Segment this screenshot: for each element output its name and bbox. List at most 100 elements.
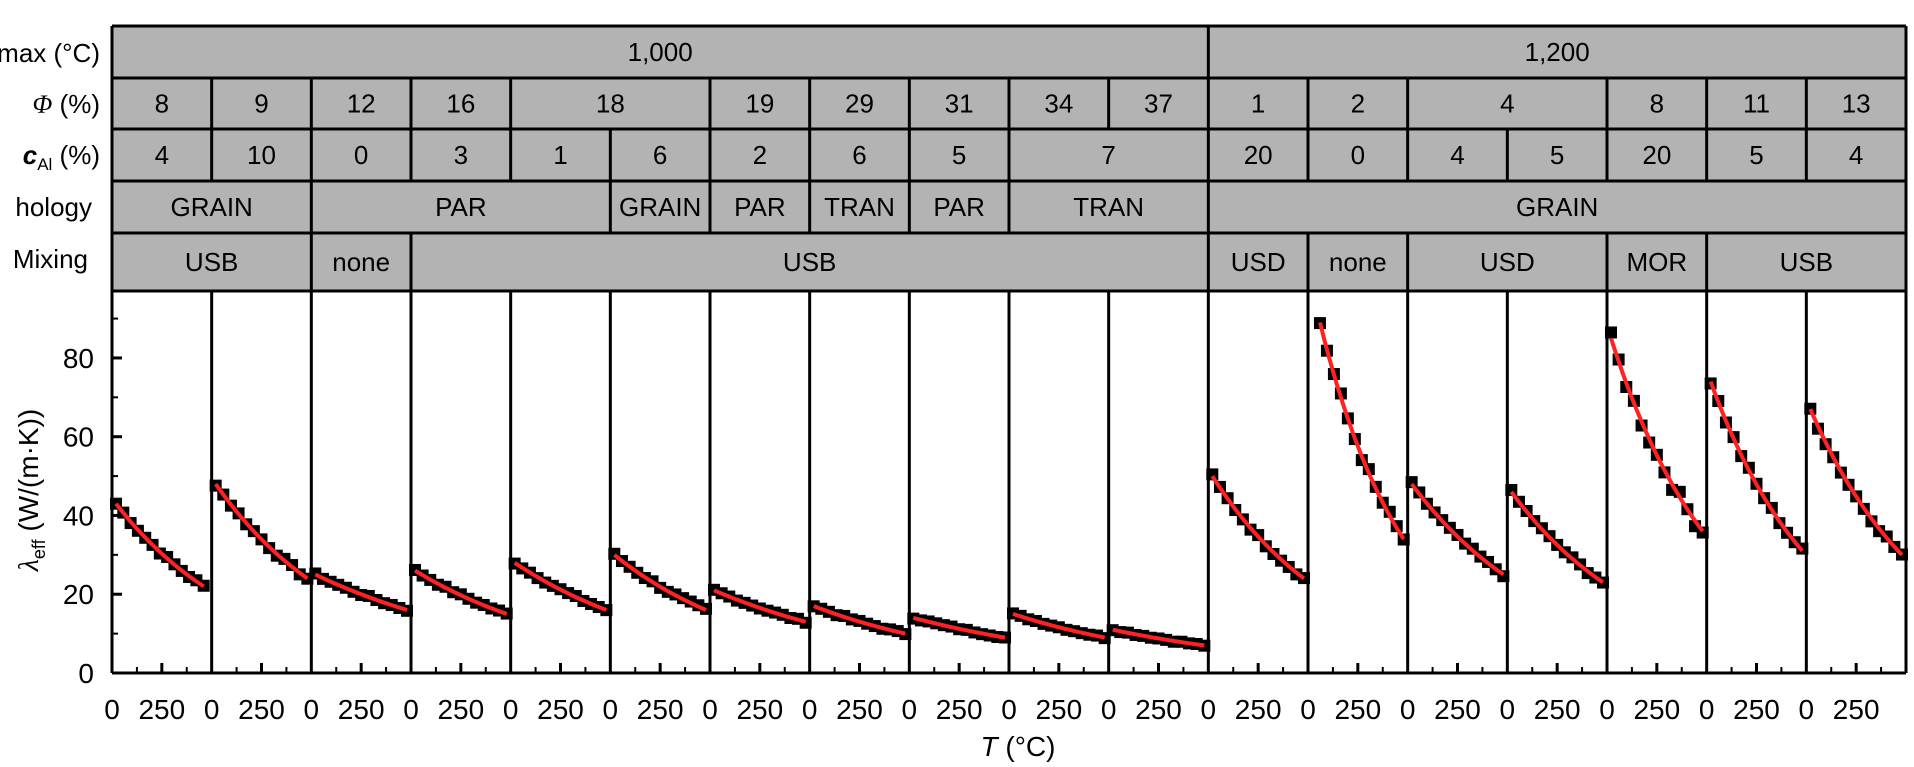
header-cell-cal: 7 bbox=[1101, 140, 1115, 170]
header-cell-cal: 20 bbox=[1642, 140, 1671, 170]
fit-curve bbox=[1012, 612, 1106, 640]
x-tick-label: 250 bbox=[238, 694, 285, 725]
header-cell-morphology: GRAIN bbox=[619, 192, 701, 222]
x-tick-label: 0 bbox=[1201, 694, 1217, 725]
fit-curve bbox=[613, 553, 707, 612]
x-tick-label: 0 bbox=[802, 694, 818, 725]
row-label-phi: Φ (%) bbox=[33, 89, 100, 119]
header-cell-cal: 1 bbox=[553, 140, 567, 170]
header-cell-morphology: TRAN bbox=[1073, 192, 1144, 222]
y-axis-label: λeff (W/(m·K)) bbox=[13, 409, 49, 572]
series-panel-8 bbox=[807, 600, 912, 641]
x-tick-label: 250 bbox=[1534, 694, 1581, 725]
x-tick-label: 0 bbox=[503, 694, 519, 725]
x-tick-label: 0 bbox=[403, 694, 419, 725]
fit-curve bbox=[1112, 627, 1205, 648]
y-tick-label: 0 bbox=[78, 658, 94, 689]
x-tick-label: 0 bbox=[1101, 694, 1117, 725]
series-panel-3 bbox=[309, 567, 414, 617]
series-panel-2 bbox=[209, 479, 314, 585]
header-cell-phi: 34 bbox=[1044, 89, 1073, 119]
y-tick-label: 40 bbox=[63, 500, 94, 531]
series-panel-11 bbox=[1106, 624, 1211, 652]
header-cell-mixing: USB bbox=[783, 247, 836, 277]
header-cell-phi: 19 bbox=[745, 89, 774, 119]
fit-curve bbox=[1318, 322, 1406, 541]
x-tick-label: 0 bbox=[204, 694, 220, 725]
fit-curve bbox=[1609, 337, 1705, 533]
header-cell-morphology: PAR bbox=[435, 192, 487, 222]
x-tick-label: 250 bbox=[537, 694, 584, 725]
header-cell-cal: 5 bbox=[952, 140, 966, 170]
series-panel-14 bbox=[1405, 476, 1510, 583]
header-cell-cal: 0 bbox=[354, 140, 368, 170]
header-cell-tmax: 1,200 bbox=[1525, 37, 1590, 67]
header-cell-phi: 1 bbox=[1251, 89, 1265, 119]
fit-curve bbox=[813, 604, 906, 636]
series-panel-13 bbox=[1313, 317, 1410, 546]
y-axis: 0 20 40 60 80 bbox=[63, 317, 122, 689]
header-cell-phi: 13 bbox=[1842, 89, 1871, 119]
plot-panels bbox=[109, 291, 1909, 675]
header-cell-phi: 18 bbox=[596, 89, 625, 119]
header-cell-cal: 4 bbox=[1849, 140, 1863, 170]
x-tick-label: 0 bbox=[702, 694, 718, 725]
header-cell-phi: 37 bbox=[1144, 89, 1173, 119]
header-cell-cal: 6 bbox=[653, 140, 667, 170]
header-cell-cal: 5 bbox=[1749, 140, 1763, 170]
header-cell-phi: 4 bbox=[1500, 89, 1514, 119]
series-panel-1 bbox=[109, 497, 210, 592]
header-cell-phi: 8 bbox=[155, 89, 169, 119]
series-panel-4 bbox=[408, 563, 513, 620]
x-tick-label: 250 bbox=[138, 694, 185, 725]
x-tick-label: 0 bbox=[1400, 694, 1416, 725]
row-label-morphology: hology bbox=[15, 192, 92, 222]
header-cell-phi: 2 bbox=[1351, 89, 1365, 119]
header-cell-mixing: USB bbox=[1780, 247, 1833, 277]
series-panel-15 bbox=[1505, 483, 1610, 589]
x-tick-label: 0 bbox=[1699, 694, 1715, 725]
y-tick-label: 20 bbox=[63, 579, 94, 610]
header-cell-cal: 5 bbox=[1550, 140, 1564, 170]
x-tick-label: 0 bbox=[1599, 694, 1615, 725]
fit-curve bbox=[1509, 490, 1605, 585]
x-tick-label: 250 bbox=[836, 694, 883, 725]
header-cell-cal: 0 bbox=[1351, 140, 1365, 170]
header-cell-cal: 20 bbox=[1244, 140, 1273, 170]
fit-curve bbox=[214, 482, 309, 581]
header-cell-phi: 16 bbox=[446, 89, 475, 119]
header-cell-phi: 9 bbox=[254, 89, 268, 119]
row-label-mixing: Mixing bbox=[13, 244, 88, 274]
header-cell-tmax: 1,000 bbox=[628, 37, 693, 67]
y-tick-label: 80 bbox=[63, 343, 94, 374]
header-cell-mixing: none bbox=[1329, 247, 1387, 277]
row-label-tmax: max (°C) bbox=[0, 38, 100, 68]
fit-curve bbox=[1708, 380, 1804, 553]
x-tick-label: 250 bbox=[1235, 694, 1282, 725]
fit-curve bbox=[513, 561, 608, 612]
fit-curve bbox=[114, 502, 205, 589]
header-cell-morphology: GRAIN bbox=[170, 192, 252, 222]
series-panel-9 bbox=[907, 612, 1012, 644]
x-tick-label: 250 bbox=[936, 694, 983, 725]
x-tick-label: 250 bbox=[437, 694, 484, 725]
data-point bbox=[1604, 326, 1617, 339]
series-panel-17 bbox=[1704, 377, 1809, 555]
x-tick-label: 0 bbox=[304, 694, 320, 725]
x-tick-label: 250 bbox=[338, 694, 385, 725]
fit-curve bbox=[314, 572, 408, 612]
series-panel-7 bbox=[707, 583, 812, 629]
header-cell-phi: 8 bbox=[1650, 89, 1664, 119]
x-tick-label: 0 bbox=[1799, 694, 1815, 725]
header-cell-phi: 29 bbox=[845, 89, 874, 119]
header-cell-mixing: none bbox=[332, 247, 390, 277]
x-tick-label: 0 bbox=[1001, 694, 1017, 725]
data-point bbox=[1198, 639, 1211, 652]
x-tick-label: 0 bbox=[104, 694, 120, 725]
series-panel-5 bbox=[508, 557, 613, 617]
series-panel-16 bbox=[1604, 326, 1709, 539]
x-tick-label: 250 bbox=[1035, 694, 1082, 725]
fit-curve bbox=[1410, 482, 1505, 577]
x-tick-label: 250 bbox=[1833, 694, 1880, 725]
header-cell-cal: 3 bbox=[454, 140, 468, 170]
